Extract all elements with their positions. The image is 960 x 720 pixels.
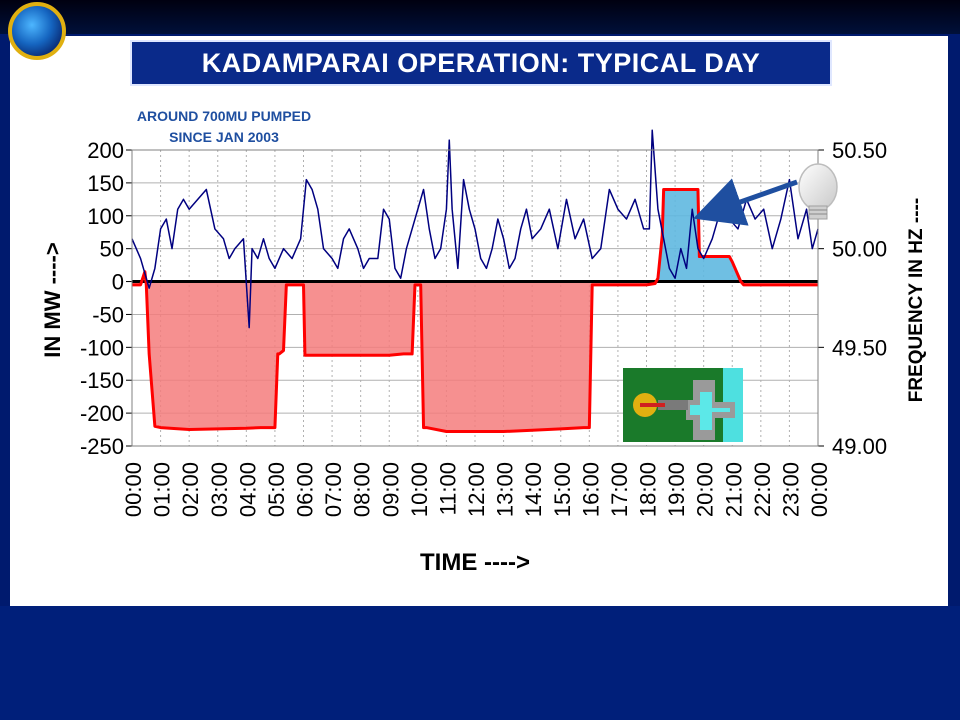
x-tick-label: 03:00	[207, 462, 232, 517]
x-axis-title: TIME ---->	[420, 549, 530, 576]
plot-frame	[131, 149, 819, 447]
y2-tick-label: 50.00	[832, 237, 887, 262]
x-tick-label: 07:00	[321, 462, 346, 517]
y2-tick-label: 49.00	[832, 434, 887, 459]
x-tick-label: 13:00	[493, 462, 518, 517]
axis-labels: 00:00 01:00 02:00 03:00 04:00 05:00 06:00 07:00…	[40, 138, 927, 576]
chart-axes	[126, 149, 824, 447]
x-tick-label: 11:00	[435, 462, 460, 515]
x-tick-label: 23:00	[778, 462, 803, 517]
frequency-series-line	[131, 129, 819, 329]
y2-tick-label: 49.50	[832, 335, 887, 360]
x-tick-label: 10:00	[407, 462, 432, 517]
bottom-band	[0, 606, 960, 720]
y2-axis-title: FREQUENCY IN HZ ----	[906, 198, 927, 402]
generation-area	[132, 189, 818, 282]
x-tick-label: 16:00	[578, 462, 603, 517]
x-tick-label: 20:00	[693, 462, 718, 517]
y2-tick-label: 50.50	[832, 138, 887, 163]
x-tick-label: 15:00	[550, 462, 575, 517]
y-tick-label: -200	[80, 401, 124, 426]
x-tick-label: 02:00	[178, 462, 203, 517]
x-tick-label: 18:00	[636, 462, 661, 517]
x-tick-label: 00:00	[807, 462, 832, 517]
x-tick-label: 14:00	[521, 462, 546, 517]
y-tick-label: -250	[80, 434, 124, 459]
y-tick-label: -150	[80, 368, 124, 393]
x-tick-label: 12:00	[464, 462, 489, 517]
y-axis-title: IN MW ---->	[40, 242, 65, 357]
power-series-line	[132, 187, 818, 434]
y-tick-label: 200	[87, 138, 124, 163]
pumped-storage-diagram-icon	[623, 368, 743, 442]
x-tick-label: 22:00	[750, 462, 775, 517]
x-tick-label: 00:00	[121, 462, 146, 517]
x-tick-label: 21:00	[721, 462, 746, 517]
globe-logo-icon	[8, 2, 66, 60]
pumped-note-line1: AROUND 700MU PUMPED	[136, 108, 312, 124]
y-tick-label: -100	[80, 335, 124, 360]
y-tick-label: 100	[87, 204, 124, 229]
top-bar	[0, 0, 960, 34]
y-tick-label: 150	[87, 171, 124, 196]
slide-title: KADAMPARAI OPERATION: TYPICAL DAY	[130, 40, 832, 86]
pointer-arrow	[693, 178, 798, 226]
y-tick-label: 50	[100, 237, 124, 262]
pumped-note-line2: SINCE JAN 2003	[169, 129, 279, 145]
x-tick-label: 09:00	[378, 462, 403, 517]
x-tick-label: 05:00	[264, 462, 289, 517]
chart-lines	[131, 129, 819, 434]
y-tick-label: -50	[92, 302, 124, 327]
x-tick-label: 01:00	[150, 462, 175, 517]
pumping-area	[132, 281, 818, 432]
x-tick-label: 19:00	[664, 462, 689, 517]
y-tick-label: 0	[112, 270, 124, 295]
power-area	[132, 189, 818, 432]
pumped-note: AROUND 700MU PUMPED SINCE JAN 2003	[96, 106, 352, 148]
x-tick-label: 08:00	[350, 462, 375, 517]
x-tick-label: 17:00	[607, 462, 632, 517]
x-tick-label: 06:00	[293, 462, 318, 517]
x-tick-label: 04:00	[235, 462, 260, 517]
light-bulb-icon	[798, 163, 838, 220]
